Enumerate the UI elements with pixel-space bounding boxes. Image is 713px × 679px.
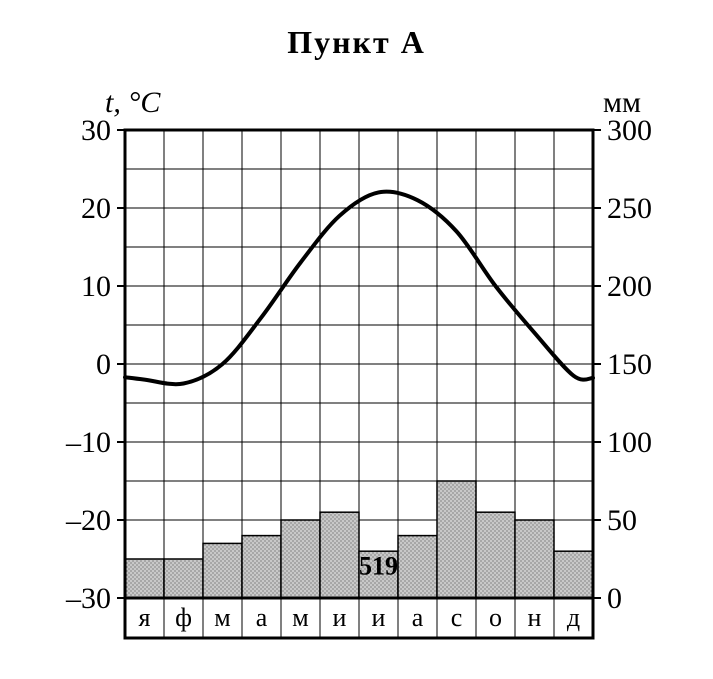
svg-text:а: а — [256, 603, 268, 632]
svg-text:10: 10 — [81, 270, 111, 303]
svg-text:20: 20 — [81, 192, 111, 225]
svg-text:0: 0 — [96, 348, 111, 381]
svg-text:ф: ф — [175, 603, 192, 632]
svg-text:519: 519 — [359, 552, 398, 581]
svg-text:–20: –20 — [65, 504, 111, 537]
svg-text:н: н — [528, 603, 542, 632]
svg-text:100: 100 — [607, 426, 652, 459]
svg-text:50: 50 — [607, 504, 637, 537]
svg-text:а: а — [412, 603, 424, 632]
svg-text:200: 200 — [607, 270, 652, 303]
climograph-plot: –30–20–100102030050100150200250300t, °Cм… — [20, 80, 693, 670]
svg-text:–30: –30 — [65, 582, 111, 615]
svg-text:t, °C: t, °C — [105, 86, 161, 119]
svg-text:м: м — [214, 603, 230, 632]
svg-text:мм: мм — [603, 86, 641, 119]
svg-text:–10: –10 — [65, 426, 111, 459]
svg-text:0: 0 — [607, 582, 622, 615]
chart-title: Пункт А — [0, 24, 713, 61]
svg-text:и: и — [372, 603, 386, 632]
svg-text:д: д — [567, 603, 580, 632]
svg-text:м: м — [292, 603, 308, 632]
svg-text:250: 250 — [607, 192, 652, 225]
svg-text:о: о — [489, 603, 502, 632]
svg-text:я: я — [139, 603, 151, 632]
svg-text:150: 150 — [607, 348, 652, 381]
svg-text:и: и — [333, 603, 347, 632]
svg-text:с: с — [451, 603, 463, 632]
